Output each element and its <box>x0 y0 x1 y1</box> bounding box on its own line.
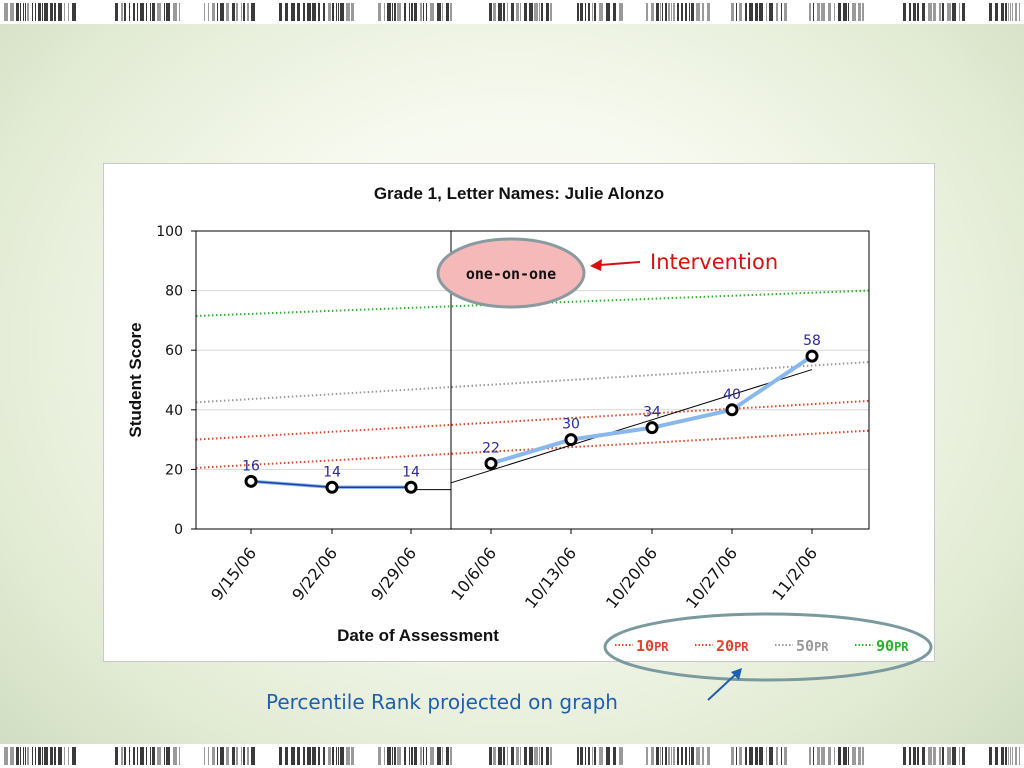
chart-title: Grade 1, Letter Names: Julie Alonzo <box>374 184 664 203</box>
caption-arrowhead <box>731 668 742 680</box>
legend-label-50: 50PR <box>796 637 829 655</box>
x-axis-label: Date of Assessment <box>337 626 499 645</box>
data-label: 34 <box>643 405 661 421</box>
data-label: 22 <box>482 440 500 456</box>
x-tick-label: 10/13/06 <box>521 544 580 612</box>
legend-suffix: PR <box>894 640 909 654</box>
bottom-decorative-stripe <box>0 744 1024 768</box>
x-tick-label: 9/15/06 <box>207 544 260 604</box>
y-axis-label: Student Score <box>126 322 145 437</box>
x-tick-label: 9/29/06 <box>367 544 420 604</box>
data-label: 16 <box>242 458 260 474</box>
data-point <box>805 349 819 363</box>
x-tick-label: 9/22/06 <box>288 544 341 604</box>
data-point <box>725 403 739 417</box>
data-point <box>484 456 498 470</box>
legend-suffix: PR <box>734 640 749 654</box>
percentile-line-20 <box>195 399 870 441</box>
slide-caption: Percentile Rank projected on graph <box>266 690 618 714</box>
stripe-pattern-top <box>4 3 1020 21</box>
data-label: 14 <box>402 464 420 480</box>
y-tick-label: 40 <box>165 403 183 419</box>
legend-label-10: 10PR <box>636 637 669 655</box>
x-tick-label: 10/6/06 <box>447 544 500 604</box>
top-decorative-stripe <box>0 0 1024 24</box>
plot-frame <box>195 230 870 530</box>
x-tick-label: 11/2/06 <box>768 544 821 604</box>
intervention-highlight-ellipse <box>436 237 586 309</box>
trend-line-intervention <box>450 369 813 484</box>
data-label: 58 <box>803 333 821 349</box>
data-label: 30 <box>562 417 580 433</box>
y-tick-label: 0 <box>174 522 183 538</box>
x-tick-label: 10/20/06 <box>602 544 661 612</box>
data-label: 14 <box>323 464 341 480</box>
data-label: 40 <box>723 387 741 403</box>
x-tick-label: 10/27/06 <box>682 544 741 612</box>
stripe-pattern-bottom <box>4 747 1020 765</box>
y-tick-label: 60 <box>165 343 183 359</box>
legend-suffix: PR <box>654 640 669 654</box>
caption-arrow <box>707 673 737 701</box>
y-tick-label: 100 <box>156 224 183 240</box>
legend-suffix: PR <box>814 640 829 654</box>
data-point <box>564 433 578 447</box>
data-point <box>244 474 258 488</box>
line-chart: Grade 1, Letter Names: Julie Alonzo Stud… <box>126 184 909 655</box>
legend-label-90: 90PR <box>876 637 909 655</box>
chart-container: Grade 1, Letter Names: Julie Alonzo Stud… <box>103 163 935 662</box>
data-point <box>645 421 659 435</box>
phase-change-label: one-on-one <box>466 265 556 283</box>
legend: 10PR 20PR 50PR 90PR <box>615 637 909 655</box>
data-point <box>404 480 418 494</box>
y-tick-label: 80 <box>165 284 183 300</box>
data-point <box>325 480 339 494</box>
legend-label-20: 20PR <box>716 637 749 655</box>
percentile-line-50 <box>195 361 870 404</box>
y-tick-label: 20 <box>165 462 183 478</box>
